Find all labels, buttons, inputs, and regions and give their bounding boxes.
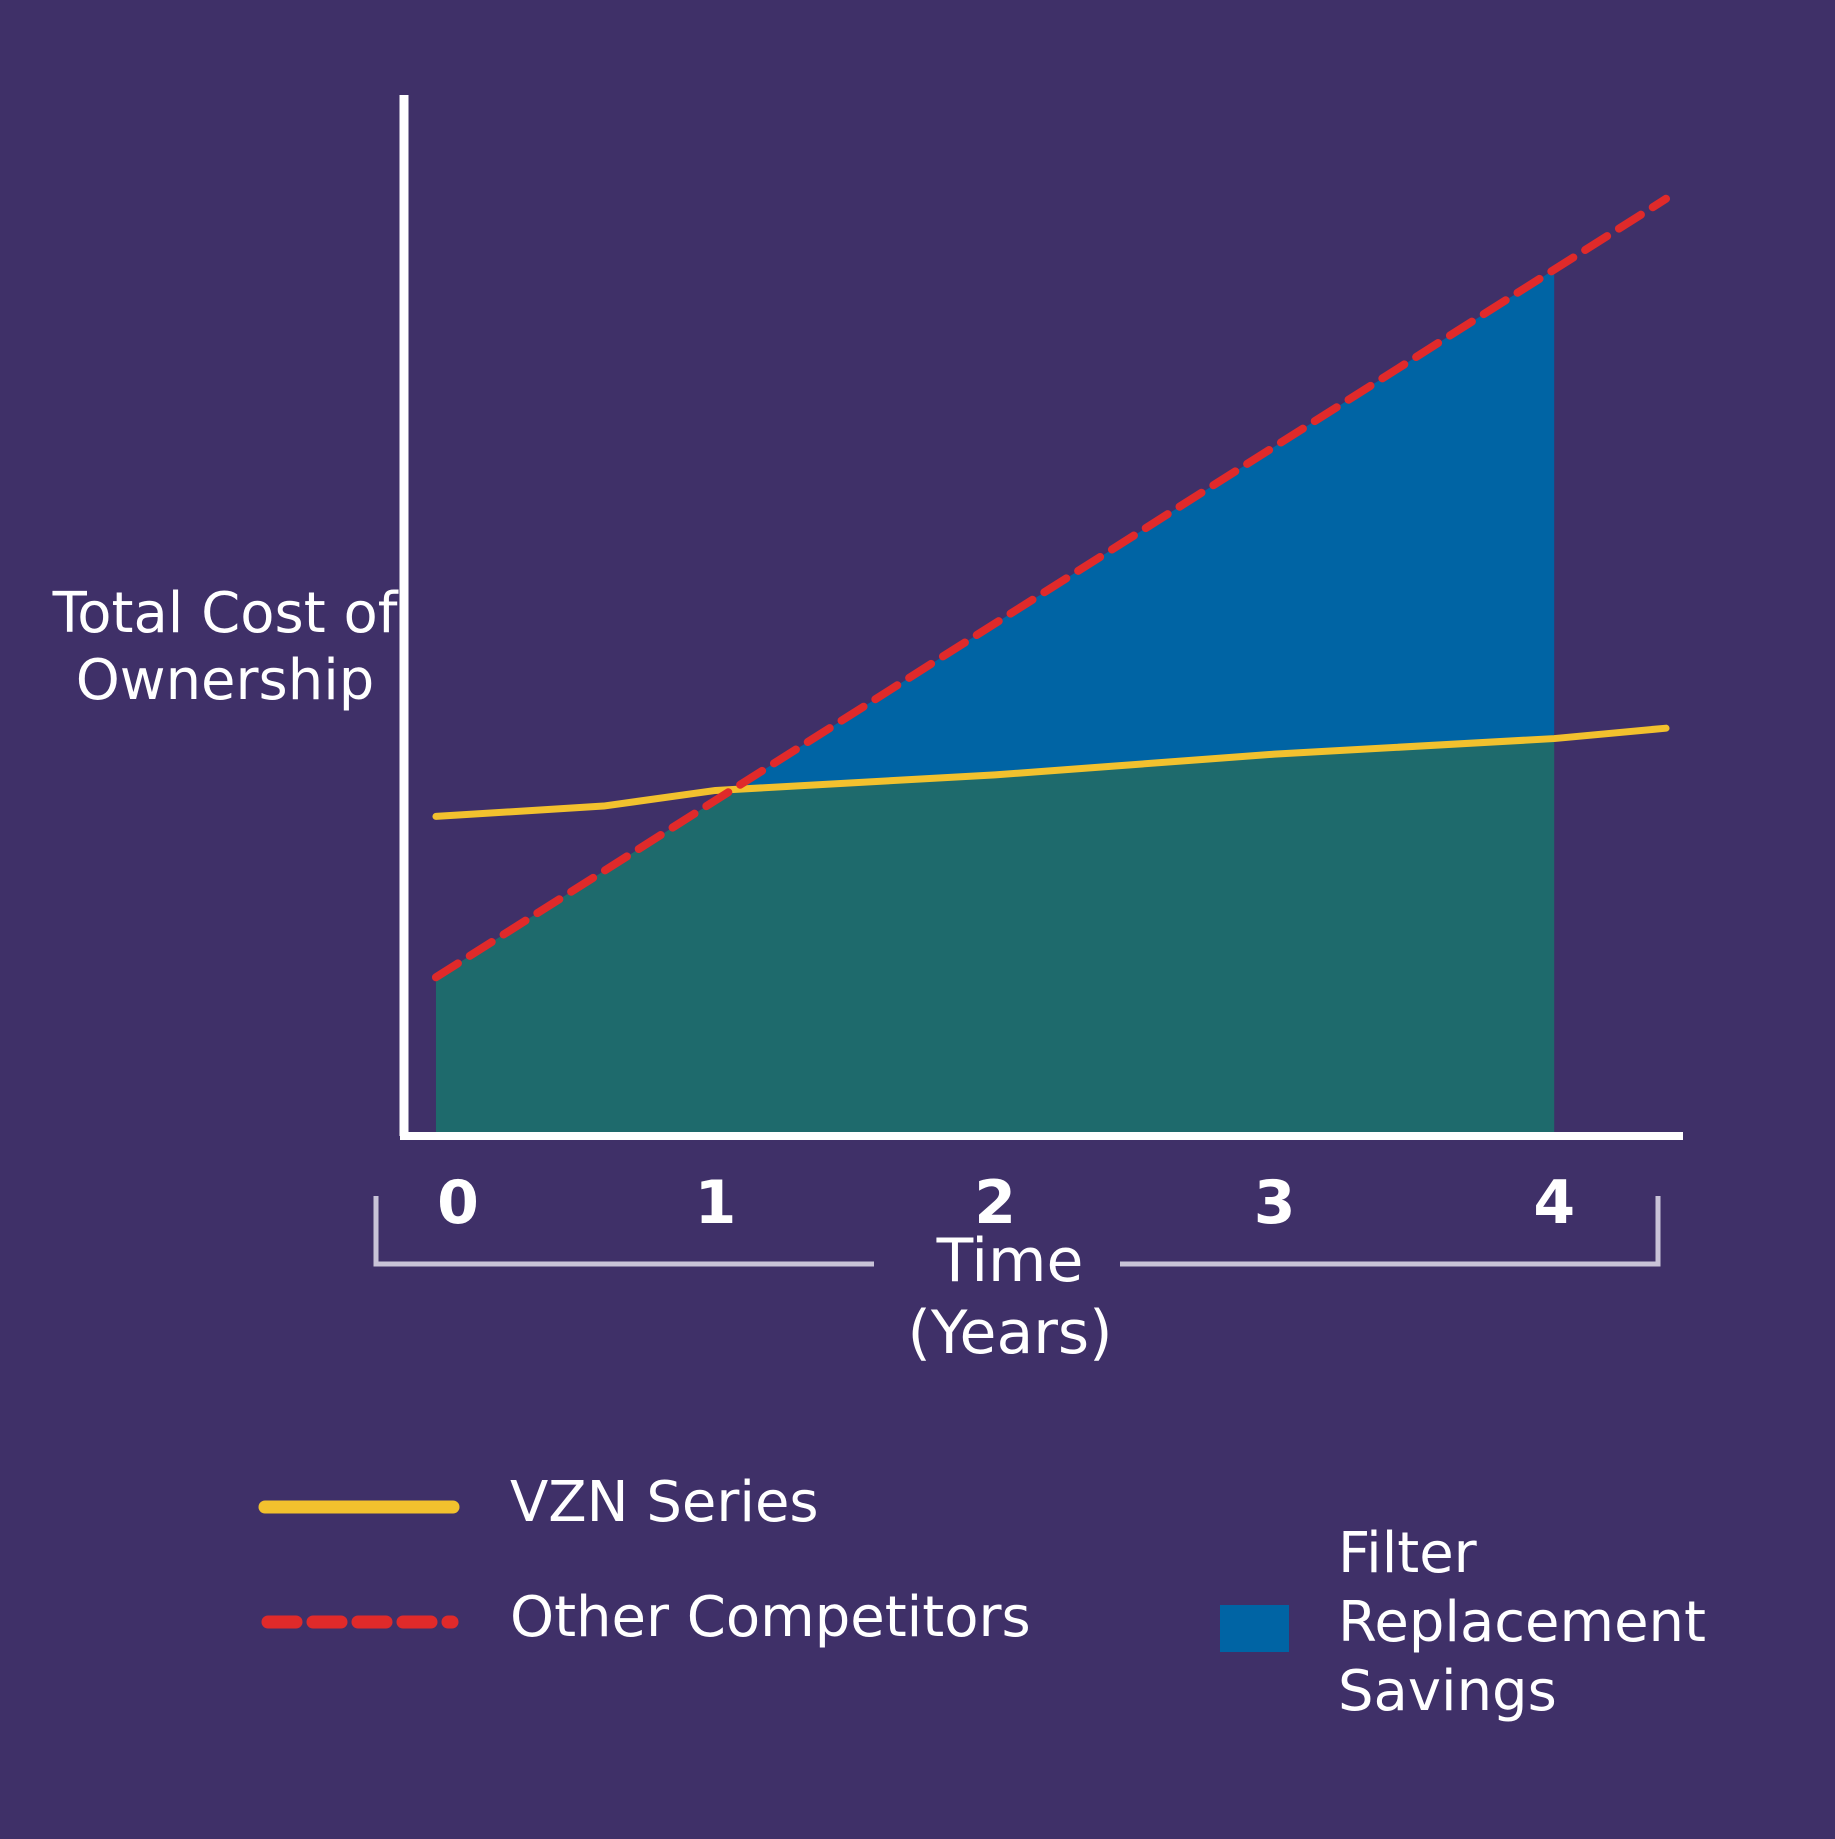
legend-label-vzn-series: VZN Series (510, 1470, 819, 1535)
base-cost-area (435, 738, 1555, 1133)
other-competitors-line (431, 194, 1671, 982)
legend-label-filter-replacement-savings: Filter Replacement Savings (1338, 1521, 1706, 1724)
series-layer (431, 194, 1671, 982)
x-axis-sublabel: (Years) (907, 1298, 1113, 1368)
y-axis-title: Total Cost of Ownership (52, 581, 398, 714)
x-axis-title: Time (Years) (860, 1225, 1160, 1369)
legend-swatch-filter-replacement-savings (1220, 1605, 1289, 1652)
x-axis-label: Time (936, 1226, 1084, 1296)
bracket-right (1120, 1196, 1661, 1267)
axes-layer (399, 95, 1683, 1140)
x-tick-label-2: 2 (974, 1168, 1016, 1238)
bracket-left (373, 1196, 874, 1267)
x-tick-labels: 0 1 2 3 4 (437, 1168, 1575, 1238)
vzn-series-line (432, 724, 1670, 820)
x-tick-label-1: 1 (695, 1168, 737, 1238)
x-tick-label-3: 3 (1254, 1168, 1296, 1238)
x-axis-bracket (373, 1196, 1661, 1267)
x-tick-label-4: 4 (1533, 1168, 1575, 1238)
x-tick-label-0: 0 (437, 1168, 479, 1238)
legend (258, 1500, 1289, 1652)
legend-label-other-competitors: Other Competitors (510, 1585, 1031, 1650)
